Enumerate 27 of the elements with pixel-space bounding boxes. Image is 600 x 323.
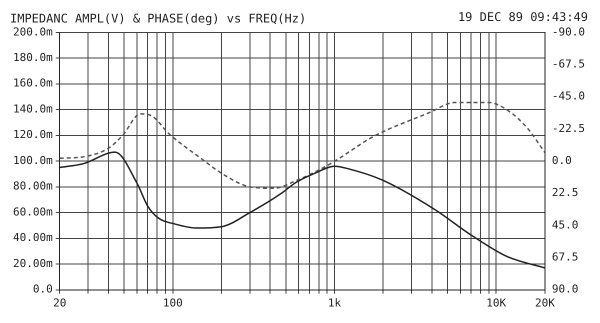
y-tick-label: 40.00m: [12, 231, 54, 244]
x-tick-label: 10K: [486, 296, 507, 310]
x-tick-label: 100: [162, 296, 183, 310]
y-tick-label: 180.0m: [12, 51, 54, 64]
chart-title: IMPEDANC AMPL(V) & PHASE(deg) vs FREQ(Hz): [10, 11, 306, 26]
y2-tick-label: -67.5: [552, 57, 586, 70]
y2-tick-label: 0.0: [552, 154, 572, 167]
y-tick-label: 140.0m: [12, 102, 54, 116]
y2-tick-label: -90.0: [552, 25, 586, 38]
x-tick-label: 1k: [328, 296, 342, 310]
x-tick-label: 20K: [534, 296, 556, 310]
y-tick-label: 120.0m: [12, 128, 54, 142]
y-tick-label: 80.00m: [12, 180, 54, 193]
y2-tick-label: -45.0: [552, 90, 586, 103]
y-tick-label: 20.00m: [12, 256, 54, 270]
y2-tick-label: -22.5: [552, 122, 586, 135]
y-tick-label: 100.0m: [12, 154, 54, 167]
y2-tick-label: 90.0: [552, 282, 578, 296]
y-tick-label: 200.0m: [12, 25, 54, 38]
x-tick-label: 20: [53, 296, 66, 310]
y-tick-label: 60.00m: [12, 205, 54, 218]
y-tick-label: 160.0m: [12, 76, 54, 90]
text: 19 DEC 89 09:43:49: [458, 10, 588, 24]
y2-tick-label: 45.0: [552, 218, 578, 232]
y-tick-label: 0.0: [32, 282, 53, 296]
y2-tick-label: 67.5: [552, 250, 578, 264]
y2-tick-label: 22.5: [552, 186, 578, 200]
